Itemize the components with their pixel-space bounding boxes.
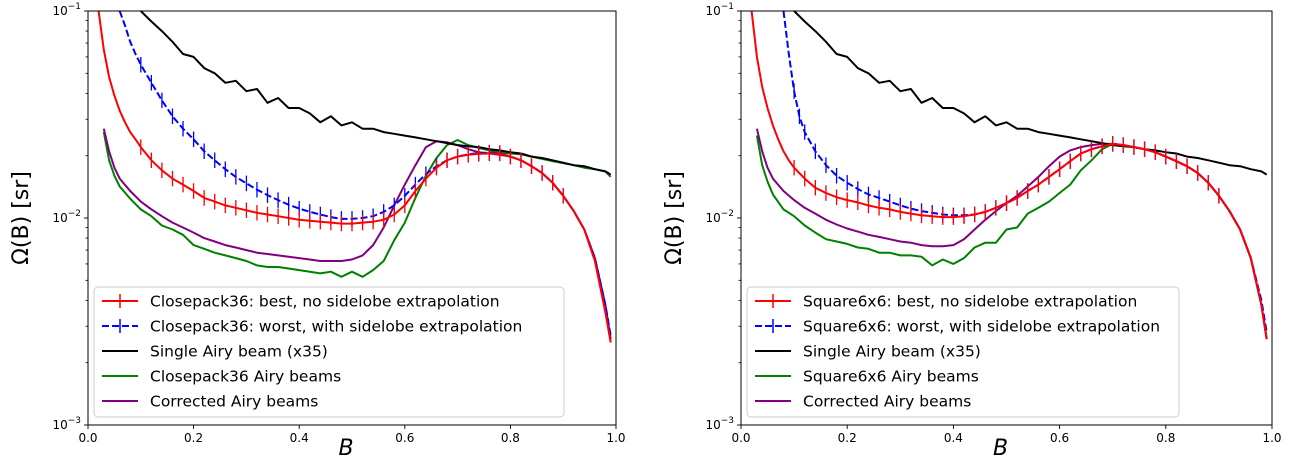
x-tick-label: 1.0 [1262,431,1281,445]
legend-label-0: Closepack36: best, no sidelobe extrapola… [150,293,500,311]
legend-label-4: Corrected Airy beams [803,393,971,411]
legend: Square6x6: best, no sidelobe extrapolati… [746,286,1180,418]
y-tick-label: 10−2 [52,209,81,225]
x-tick-label: 1.0 [606,431,625,445]
legend-label-4: Corrected Airy beams [150,393,318,411]
legend-label-3: Closepack36 Airy beams [150,368,341,386]
x-tick-label: 0.2 [184,431,203,445]
legend-label-1: Closepack36: worst, with sidelobe extrap… [150,318,522,336]
plot-area [97,11,612,343]
plot-area [750,11,1268,340]
series-line-2 [793,11,1268,176]
y-tick-label: 10−1 [52,2,81,18]
legend: Closepack36: best, no sidelobe extrapola… [93,286,565,418]
x-tick-label: 0.4 [290,431,309,445]
y-tick-label: 10−2 [705,209,734,225]
x-tick-label: 0.0 [731,431,750,445]
x-tick-label: 0.0 [78,431,97,445]
x-axis-label: B [993,436,1008,457]
x-tick-label: 0.8 [1156,431,1175,445]
y-axis-label: Ω(B) [sr] [9,171,34,265]
legend-label-0: Square6x6: best, no sidelobe extrapolati… [803,293,1137,311]
legend-label-1: Square6x6: worst, with sidelobe extrapol… [803,318,1160,336]
series-line-0 [750,11,1268,340]
y-tick-label: 10−3 [52,416,81,432]
x-tick-label: 0.6 [1050,431,1069,445]
legend-label-3: Square6x6 Airy beams [803,368,979,386]
legend-label-2: Single Airy beam (x35) [150,343,328,361]
legend-box [746,286,1180,418]
x-tick-label: 0.6 [395,431,414,445]
x-tick-label: 0.8 [501,431,520,445]
y-axis-label: Ω(B) [sr] [662,171,687,265]
series-line-0 [97,11,612,343]
legend-label-2: Single Airy beam (x35) [803,343,981,361]
legend-box [93,286,565,418]
y-tick-label: 10−1 [705,2,734,18]
x-tick-label: 0.4 [944,431,963,445]
axes-frame [740,10,1273,426]
series-line-2 [140,11,612,176]
chart-panel-left: 10−3 10−2 10−1 0.0 0.2 0.4 0.6 0.8 1.0 B Ω(B) [sr]… [9,2,626,457]
axes-frame [87,10,617,426]
y-tick-label: 10−3 [705,416,734,432]
x-axis-label: B [338,436,353,457]
series-line-3 [102,131,612,278]
x-tick-label: 0.2 [838,431,857,445]
chart-panel-right: 10−3 10−2 10−1 0.0 0.2 0.4 0.6 0.8 1.0 B Ω(B) [sr]… [662,2,1282,457]
